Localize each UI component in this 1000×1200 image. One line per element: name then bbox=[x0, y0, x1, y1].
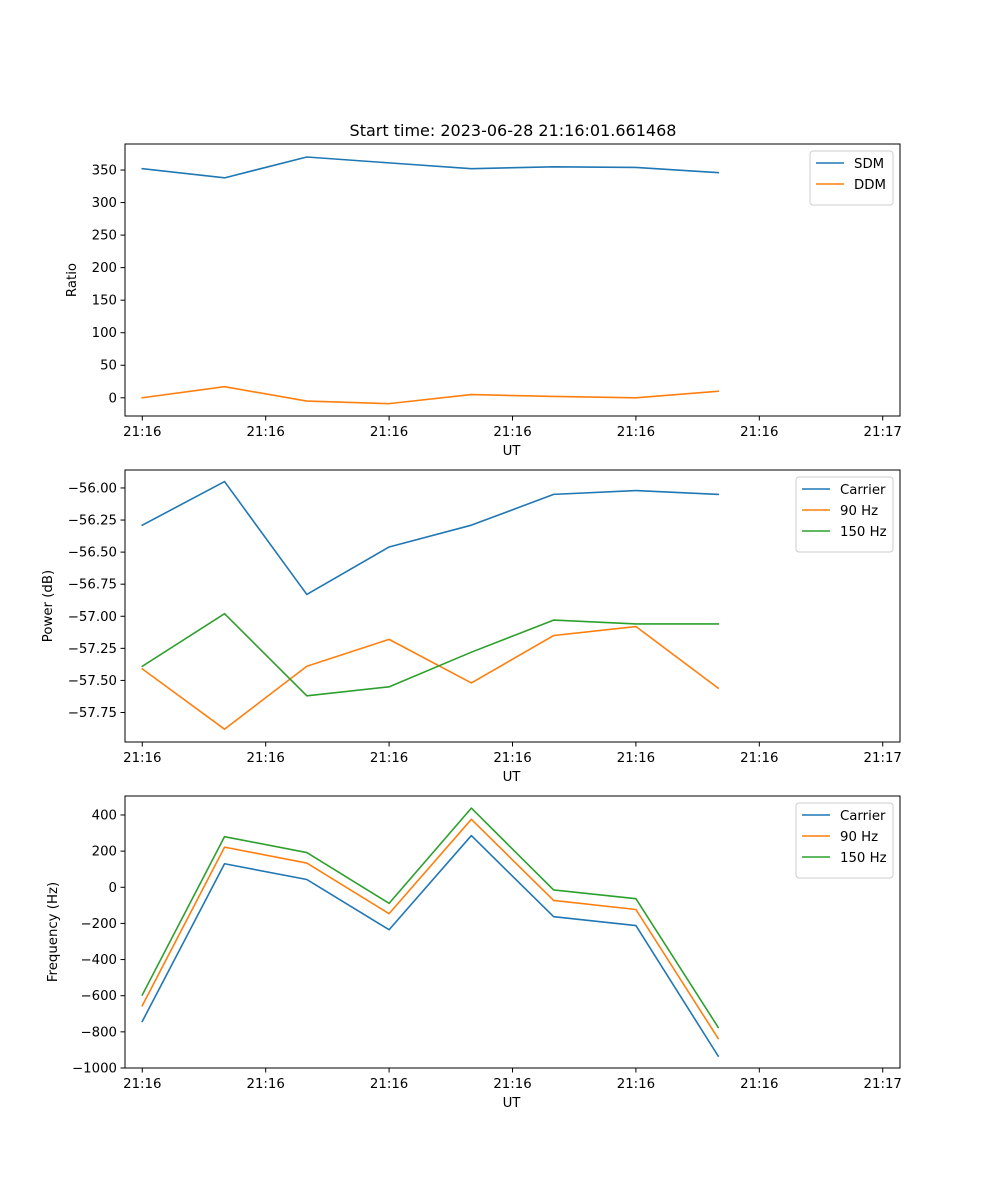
x-tick-label: 21:16 bbox=[617, 425, 655, 440]
x-tick-label: 21:16 bbox=[493, 425, 531, 440]
legend: Carrier 90 Hz 150 Hz bbox=[795, 802, 894, 879]
legend-box bbox=[795, 802, 894, 879]
y-tick-label: 300 bbox=[92, 196, 117, 211]
y-axis-label: Frequency (Hz) bbox=[46, 882, 61, 982]
y-tick-label: −57.00 bbox=[68, 610, 117, 625]
y-tick-label: 0 bbox=[109, 391, 117, 406]
x-tick-label: 21:16 bbox=[493, 751, 531, 766]
series-line-90-hz bbox=[141, 818, 720, 1040]
x-tick-label: 21:16 bbox=[247, 425, 285, 440]
y-tick-label: 250 bbox=[92, 229, 117, 244]
x-tick-label: 21:17 bbox=[864, 751, 902, 766]
x-tick-label: 21:16 bbox=[740, 1077, 778, 1092]
legend-label: DDM bbox=[854, 178, 886, 193]
legend-label: 90 Hz bbox=[840, 830, 878, 845]
x-tick-label: 21:16 bbox=[247, 1077, 285, 1092]
subplot-2: 21:16 21:16 21:16 21:16 21:16 21:16 21:17 −57.7… bbox=[41, 469, 902, 785]
legend: Carrier 90 Hz 150 Hz bbox=[795, 476, 894, 553]
x-tick-label: 21:16 bbox=[370, 425, 408, 440]
y-tick-label: −600 bbox=[80, 989, 117, 1004]
legend: SDM DDM bbox=[809, 150, 894, 206]
y-axis-label: Ratio bbox=[65, 263, 80, 297]
y-tick-label: −56.00 bbox=[68, 481, 117, 496]
legend-label: SDM bbox=[854, 157, 884, 172]
legend-label: 150 Hz bbox=[840, 525, 887, 540]
series-line-90-hz bbox=[141, 625, 720, 730]
series-line-carrier bbox=[141, 834, 720, 1058]
x-tick-label: 21:16 bbox=[740, 751, 778, 766]
axes-frame bbox=[124, 143, 901, 417]
x-tick-label: 21:17 bbox=[864, 425, 902, 440]
y-tick-label: 200 bbox=[92, 261, 117, 276]
x-tick-label: 21:16 bbox=[370, 751, 408, 766]
subplot-1: 21:16 21:16 21:16 21:16 21:16 21:16 21:17 0 50 10… bbox=[65, 143, 902, 459]
y-tick-label: −56.25 bbox=[68, 514, 117, 529]
y-tick-label: −57.25 bbox=[68, 642, 117, 657]
y-tick-label: −1000 bbox=[72, 1062, 117, 1077]
subplot-3: 21:16 21:16 21:16 21:16 21:16 21:16 21:17 −1000… bbox=[46, 795, 902, 1111]
legend-box bbox=[809, 150, 894, 206]
y-tick-label: 200 bbox=[92, 845, 117, 860]
x-axis-label: UT bbox=[503, 444, 522, 459]
y-tick-label: 150 bbox=[92, 294, 117, 309]
y-tick-label: −56.50 bbox=[68, 546, 117, 561]
axes-frame bbox=[124, 795, 901, 1069]
x-axis-label: UT bbox=[503, 1096, 522, 1111]
x-tick-label: 21:17 bbox=[864, 1077, 902, 1092]
x-axis-label: UT bbox=[503, 770, 522, 785]
x-tick-label: 21:16 bbox=[123, 751, 161, 766]
y-tick-label: 350 bbox=[92, 164, 117, 179]
y-tick-label: 100 bbox=[92, 326, 117, 341]
x-tick-label: 21:16 bbox=[740, 425, 778, 440]
series-line-sdm bbox=[141, 156, 720, 179]
series-line-150-hz bbox=[141, 612, 719, 697]
legend-label: Carrier bbox=[840, 483, 886, 498]
x-tick-label: 21:16 bbox=[370, 1077, 408, 1092]
y-tick-label: −56.75 bbox=[68, 578, 117, 593]
x-tick-label: 21:16 bbox=[617, 1077, 655, 1092]
x-tick-label: 21:16 bbox=[123, 1077, 161, 1092]
legend-label: 90 Hz bbox=[840, 504, 878, 519]
legend-label: Carrier bbox=[840, 809, 886, 824]
y-tick-label: −200 bbox=[80, 917, 117, 932]
y-tick-label: −57.75 bbox=[68, 706, 117, 721]
x-tick-label: 21:16 bbox=[617, 751, 655, 766]
y-tick-label: 50 bbox=[100, 359, 117, 374]
axes-frame bbox=[124, 469, 901, 743]
y-axis-label: Power (dB) bbox=[41, 570, 56, 642]
legend-label: 150 Hz bbox=[840, 851, 887, 866]
y-tick-label: 0 bbox=[109, 881, 117, 896]
y-tick-label: −400 bbox=[80, 953, 117, 968]
x-tick-label: 21:16 bbox=[123, 425, 161, 440]
series-line-carrier bbox=[141, 480, 720, 596]
series-line-150-hz bbox=[141, 807, 720, 1029]
legend-box bbox=[795, 476, 894, 553]
series-line-ddm bbox=[141, 385, 720, 405]
figure-title: Start time: 2023-06-28 21:16:01.661468 bbox=[350, 121, 677, 140]
y-tick-label: 400 bbox=[92, 808, 117, 823]
y-tick-label: −57.50 bbox=[68, 674, 117, 689]
x-tick-label: 21:16 bbox=[493, 1077, 531, 1092]
y-tick-label: −800 bbox=[80, 1025, 117, 1040]
x-tick-label: 21:16 bbox=[247, 751, 285, 766]
